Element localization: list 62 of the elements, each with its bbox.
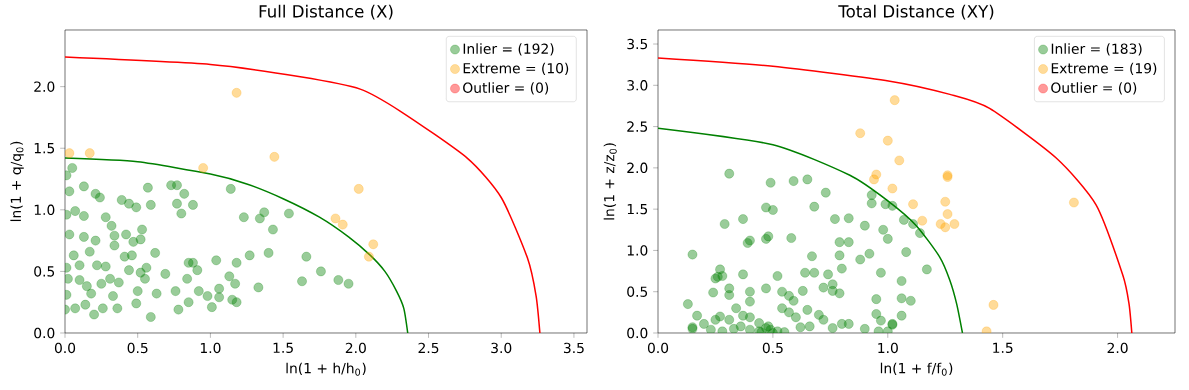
x-tick-label: 1.0 [878, 342, 898, 354]
point [942, 209, 953, 219]
y-tick-label: 3.5 [627, 38, 648, 50]
y-tick-label: 0.0 [627, 327, 648, 339]
y-tick-label: 1.5 [627, 204, 648, 215]
chart-title: Total Distance (XY) [838, 4, 994, 20]
x-tick-label: 3.0 [491, 342, 512, 354]
y-tick-label: 2.0 [34, 81, 55, 92]
point [869, 174, 879, 185]
point [84, 148, 95, 159]
y-tick-label: 1.0 [34, 204, 55, 216]
legend-label: Extreme = (10) [463, 62, 569, 76]
point [940, 196, 951, 207]
y-tick-label: 1.5 [34, 143, 55, 154]
y-tick-label: 2.5 [627, 121, 648, 132]
chart-title: Full Distance (X) [259, 4, 393, 20]
point [364, 251, 374, 262]
line-series [658, 127, 964, 333]
y-axis-title: ln(1 + z/z$_{0}$) [603, 143, 617, 220]
legend-label: Extreme = (19) [1051, 62, 1157, 76]
legend-label: Outlier = (0) [1051, 82, 1137, 95]
x-tick-label: 1.5 [273, 342, 293, 354]
y-tick-label: 2.0 [627, 162, 648, 174]
x-tick-label: 2.0 [345, 342, 366, 354]
x-tick-label: 0.0 [647, 342, 669, 354]
y-tick-label: 0.5 [627, 286, 648, 297]
x-tick-label: 0.0 [54, 342, 76, 354]
x-tick-label: 3.5 [563, 342, 584, 354]
x-tick-label: 1.5 [993, 342, 1013, 354]
x-tick-label: 2.0 [1107, 342, 1128, 354]
point [330, 213, 341, 224]
x-axis-title: ln(1 + h/h$_{0}$) [286, 362, 366, 376]
point [269, 152, 280, 162]
point [887, 183, 898, 194]
point [917, 215, 928, 226]
y-tick-label: 3.0 [627, 80, 648, 91]
point [940, 222, 951, 233]
x-axis-title: ln(1 + f/f$_{0}$) [880, 362, 953, 376]
y-tick-label: 0.0 [34, 327, 55, 339]
point [855, 128, 866, 139]
point [231, 87, 242, 98]
point [353, 184, 364, 194]
legend-label: Inlier = (192) [463, 43, 554, 56]
legend-label: Inlier = (183) [1051, 43, 1142, 56]
point [1069, 197, 1079, 208]
y-axis-title: ln(1 + q/q$_{0}$) [10, 141, 24, 222]
point [949, 219, 960, 229]
point [908, 199, 918, 210]
point [894, 155, 905, 166]
point [882, 135, 893, 146]
x-tick-label: 0.5 [762, 342, 783, 354]
y-tick-label: 1.0 [627, 245, 648, 256]
x-tick-label: 2.5 [418, 342, 439, 354]
y-tick-label: 0.5 [34, 266, 55, 277]
x-tick-label: 0.5 [127, 342, 148, 354]
x-tick-label: 1.0 [200, 342, 221, 354]
point [988, 300, 999, 310]
point [889, 95, 900, 106]
point [337, 219, 348, 230]
point [368, 239, 379, 250]
point [198, 163, 208, 173]
legend-label: Outlier = (0) [463, 82, 549, 95]
